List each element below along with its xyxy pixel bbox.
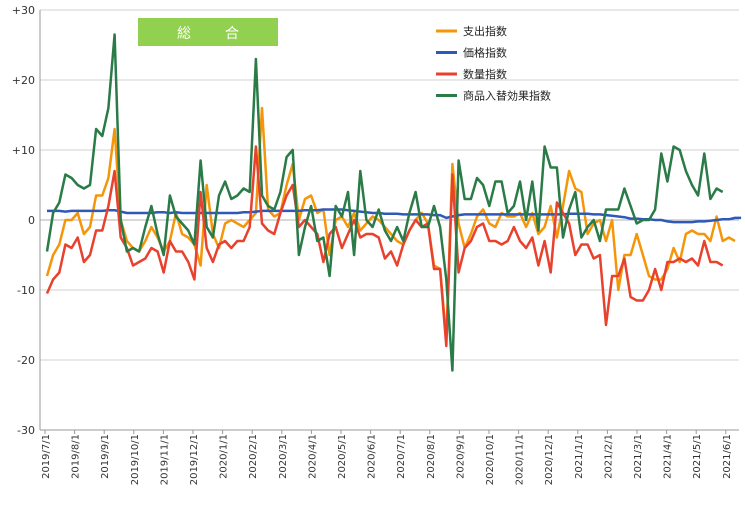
- x-tick-label: 2021/4/1: [663, 434, 674, 479]
- x-tick-label: 2020/11/1: [515, 434, 526, 485]
- x-tick-label: 2020/10/1: [485, 434, 496, 485]
- x-tick-label: 2020/12/1: [544, 434, 555, 485]
- x-tick-label: 2021/5/1: [692, 434, 703, 479]
- x-tick-label: 2019/10/1: [130, 434, 141, 485]
- x-tick-label: 2020/8/1: [426, 434, 437, 479]
- x-axis: 2019/7/1 2019/8/1 2019/9/1 2019/10/1 2019/11…: [40, 429, 739, 485]
- x-tick-label: 2020/3/1: [278, 434, 289, 479]
- x-tick-label: 2020/7/1: [396, 434, 407, 479]
- x-tick-label: 2021/6/1: [722, 434, 733, 479]
- y-tick-label: +10: [12, 144, 35, 157]
- x-tick-label: 2019/7/1: [41, 434, 52, 479]
- x-tick-label: 2021/1/1: [574, 434, 585, 479]
- x-tick-label: 2020/9/1: [455, 434, 466, 479]
- y-tick-label: +20: [12, 74, 35, 87]
- y-tick-label: -10: [17, 284, 35, 297]
- y-tick-label: 0: [28, 214, 35, 227]
- title-banner: 総 合: [138, 18, 278, 46]
- legend-label: 価格指数: [463, 46, 507, 60]
- series-line-2: [47, 208, 742, 224]
- y-tick-label: +30: [12, 4, 35, 17]
- x-tick-label: 2020/1/1: [219, 434, 230, 479]
- x-tick-label: 2020/4/1: [307, 434, 318, 479]
- x-tick-label: 2020/5/1: [337, 434, 348, 479]
- series-line-4: [45, 33, 724, 372]
- x-tick-label: 2020/6/1: [367, 434, 378, 479]
- grid-lines: [40, 9, 739, 431]
- legend-label: 数量指数: [463, 67, 507, 81]
- x-tick-label: 2019/8/1: [71, 434, 82, 479]
- x-tick-label: 2020/2/1: [248, 434, 259, 479]
- legend-label: 商品入替効果指数: [463, 89, 551, 103]
- series-line-3: [45, 145, 724, 348]
- series-line-1: [45, 106, 736, 341]
- x-tick-label: 2019/9/1: [100, 434, 111, 479]
- legend-label: 支出指数: [463, 24, 507, 38]
- x-tick-label: 2019/12/1: [189, 434, 200, 485]
- x-tick-label: 2021/2/1: [603, 434, 614, 479]
- x-tick-label: 2021/3/1: [633, 434, 644, 479]
- plot-area: [45, 33, 742, 372]
- y-tick-label: -30: [17, 424, 35, 437]
- chart-title: 総 合: [177, 26, 249, 42]
- y-axis: -30 -20 -10 0 +10 +20 +30: [12, 4, 41, 437]
- title-banner-background: [138, 18, 278, 46]
- x-tick-label: 2019/11/1: [159, 434, 170, 485]
- y-tick-label: -20: [17, 354, 35, 367]
